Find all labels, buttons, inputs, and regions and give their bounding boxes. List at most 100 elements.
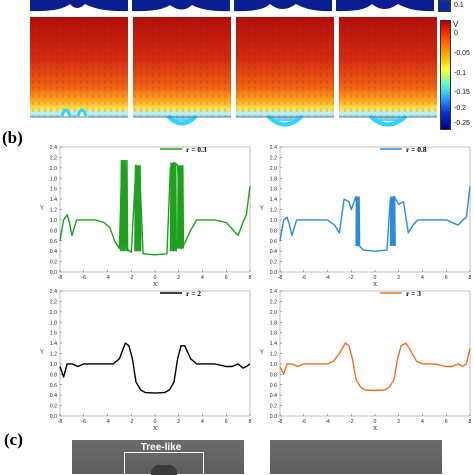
legend-label: r = 0.3 bbox=[186, 145, 207, 154]
x-tick-label: 6 bbox=[445, 275, 448, 281]
y-tick-label: 0.0 bbox=[50, 414, 57, 420]
x-tick-label: -6 bbox=[81, 275, 86, 281]
x-tick-label: 2 bbox=[397, 419, 400, 425]
y-tick-label: 1.0 bbox=[270, 218, 277, 224]
top-panel-4 bbox=[336, 0, 434, 13]
top-map-strip-graphic bbox=[30, 0, 434, 13]
y-tick-label: 0.0 bbox=[50, 270, 57, 276]
series-line bbox=[59, 161, 251, 256]
y-axis-label: Y bbox=[40, 206, 45, 212]
legend-label: r = 3 bbox=[406, 289, 421, 298]
y-tick-label: 1.6 bbox=[50, 331, 57, 337]
y-tick-label: 1.4 bbox=[270, 197, 277, 203]
y-tick-label: 2.0 bbox=[50, 166, 57, 172]
y-tick-label: 1.6 bbox=[270, 331, 277, 337]
x-tick-label: 6 bbox=[225, 275, 228, 281]
x-tick-label: 4 bbox=[421, 275, 424, 281]
y-axis-label: Y bbox=[260, 350, 265, 356]
x-axis-label: X bbox=[153, 426, 158, 432]
y-tick-label: 1.8 bbox=[50, 176, 57, 182]
top-map-strip bbox=[30, 0, 435, 14]
series-line bbox=[279, 342, 471, 392]
photo-left-label: Tree-like bbox=[140, 442, 182, 453]
x-tick-label: 8 bbox=[469, 419, 472, 425]
photo-right bbox=[270, 440, 442, 474]
y-tick-label: 2.2 bbox=[270, 299, 277, 305]
y-tick-label: 1.6 bbox=[50, 187, 57, 193]
x-tick-label: 8 bbox=[469, 275, 472, 281]
y-tick-label: 1.4 bbox=[50, 197, 57, 203]
y-tick-label: 0.2 bbox=[50, 260, 57, 266]
x-tick-label: 2 bbox=[177, 419, 180, 425]
top-colorbar bbox=[438, 0, 451, 12]
velocity-colorbar bbox=[440, 20, 451, 130]
x-tick-label: -2 bbox=[129, 275, 134, 281]
colorbar-tick: 0 bbox=[454, 30, 458, 37]
x-tick-label: -4 bbox=[325, 419, 330, 425]
top-panel-3 bbox=[234, 0, 332, 13]
y-tick-label: 1.2 bbox=[50, 352, 57, 358]
plot-frame bbox=[59, 290, 251, 417]
plot-frame bbox=[279, 290, 471, 417]
y-tick-label: 0.2 bbox=[270, 260, 277, 266]
photo-left-inset-frame bbox=[124, 452, 204, 475]
series-oscillation bbox=[176, 165, 185, 249]
y-tick-label: 2.4 bbox=[50, 145, 57, 151]
plot-frame bbox=[59, 146, 251, 273]
y-tick-label: 0.6 bbox=[50, 383, 57, 389]
x-tick-label: -4 bbox=[325, 275, 330, 281]
colorbar-tick: -0.25 bbox=[454, 120, 470, 127]
y-axis-label: Y bbox=[40, 350, 45, 356]
legend-label: r = 0.8 bbox=[406, 145, 427, 154]
y-tick-label: 2.0 bbox=[270, 166, 277, 172]
y-tick-label: 1.8 bbox=[270, 320, 277, 326]
colorbar-tick: -0.2 bbox=[454, 105, 467, 112]
x-tick-label: -6 bbox=[81, 419, 86, 425]
legend-label: r = 2 bbox=[186, 289, 201, 298]
y-tick-label: 1.2 bbox=[50, 208, 57, 214]
x-tick-label: 0 bbox=[154, 275, 157, 281]
map-panel-4 bbox=[339, 17, 437, 131]
x-tick-label: -4 bbox=[105, 275, 110, 281]
x-tick-label: -4 bbox=[105, 419, 110, 425]
series-oscillation bbox=[119, 159, 129, 252]
y-tick-label: 2.2 bbox=[270, 155, 277, 161]
x-tick-label: 6 bbox=[225, 419, 228, 425]
top-panel-1 bbox=[30, 0, 128, 13]
y-tick-label: 0.2 bbox=[270, 404, 277, 410]
x-tick-label: -2 bbox=[129, 419, 134, 425]
x-tick-label: 8 bbox=[249, 275, 252, 281]
photo-left: Tree-like bbox=[72, 440, 244, 475]
y-tick-label: 0.2 bbox=[50, 404, 57, 410]
y-tick-label: 1.0 bbox=[50, 218, 57, 224]
series-line bbox=[279, 186, 471, 252]
x-tick-label: -6 bbox=[301, 275, 306, 281]
y-tick-label: 1.0 bbox=[270, 362, 277, 368]
top-panel-2 bbox=[132, 0, 230, 13]
y-tick-label: 0.0 bbox=[270, 414, 277, 420]
y-tick-label: 1.8 bbox=[50, 320, 57, 326]
x-tick-label: -2 bbox=[349, 419, 354, 425]
y-tick-label: 2.4 bbox=[270, 289, 277, 295]
x-tick-label: 0 bbox=[374, 275, 377, 281]
series-oscillation bbox=[134, 165, 142, 252]
y-tick-label: 2.0 bbox=[50, 310, 57, 316]
series-oscillation bbox=[389, 196, 396, 247]
x-tick-label: 2 bbox=[177, 275, 180, 281]
y-tick-label: 0.4 bbox=[50, 249, 57, 255]
panel-c-label: (c) bbox=[4, 430, 23, 449]
x-tick-label: -6 bbox=[301, 419, 306, 425]
series-line bbox=[59, 342, 251, 394]
y-tick-label: 1.8 bbox=[270, 176, 277, 182]
x-tick-label: 4 bbox=[201, 275, 204, 281]
photo-left-specimen bbox=[151, 465, 177, 475]
colorbar-label: V bbox=[453, 20, 459, 29]
profile-plots: 0.0 0.2 0.4 0.6 0.8 1.0 1.2 1.4 1.6 1.8 2.0 2.2 2.4 -… bbox=[40, 145, 472, 432]
panel-b-label: (b) bbox=[2, 128, 23, 147]
colorbar-tick: -0.15 bbox=[454, 89, 470, 96]
y-tick-label: 0.0 bbox=[270, 270, 277, 276]
map-panel-3 bbox=[236, 17, 334, 131]
y-tick-label: 0.6 bbox=[270, 239, 277, 245]
y-tick-label: 1.2 bbox=[270, 352, 277, 358]
plot-frame bbox=[279, 146, 471, 273]
